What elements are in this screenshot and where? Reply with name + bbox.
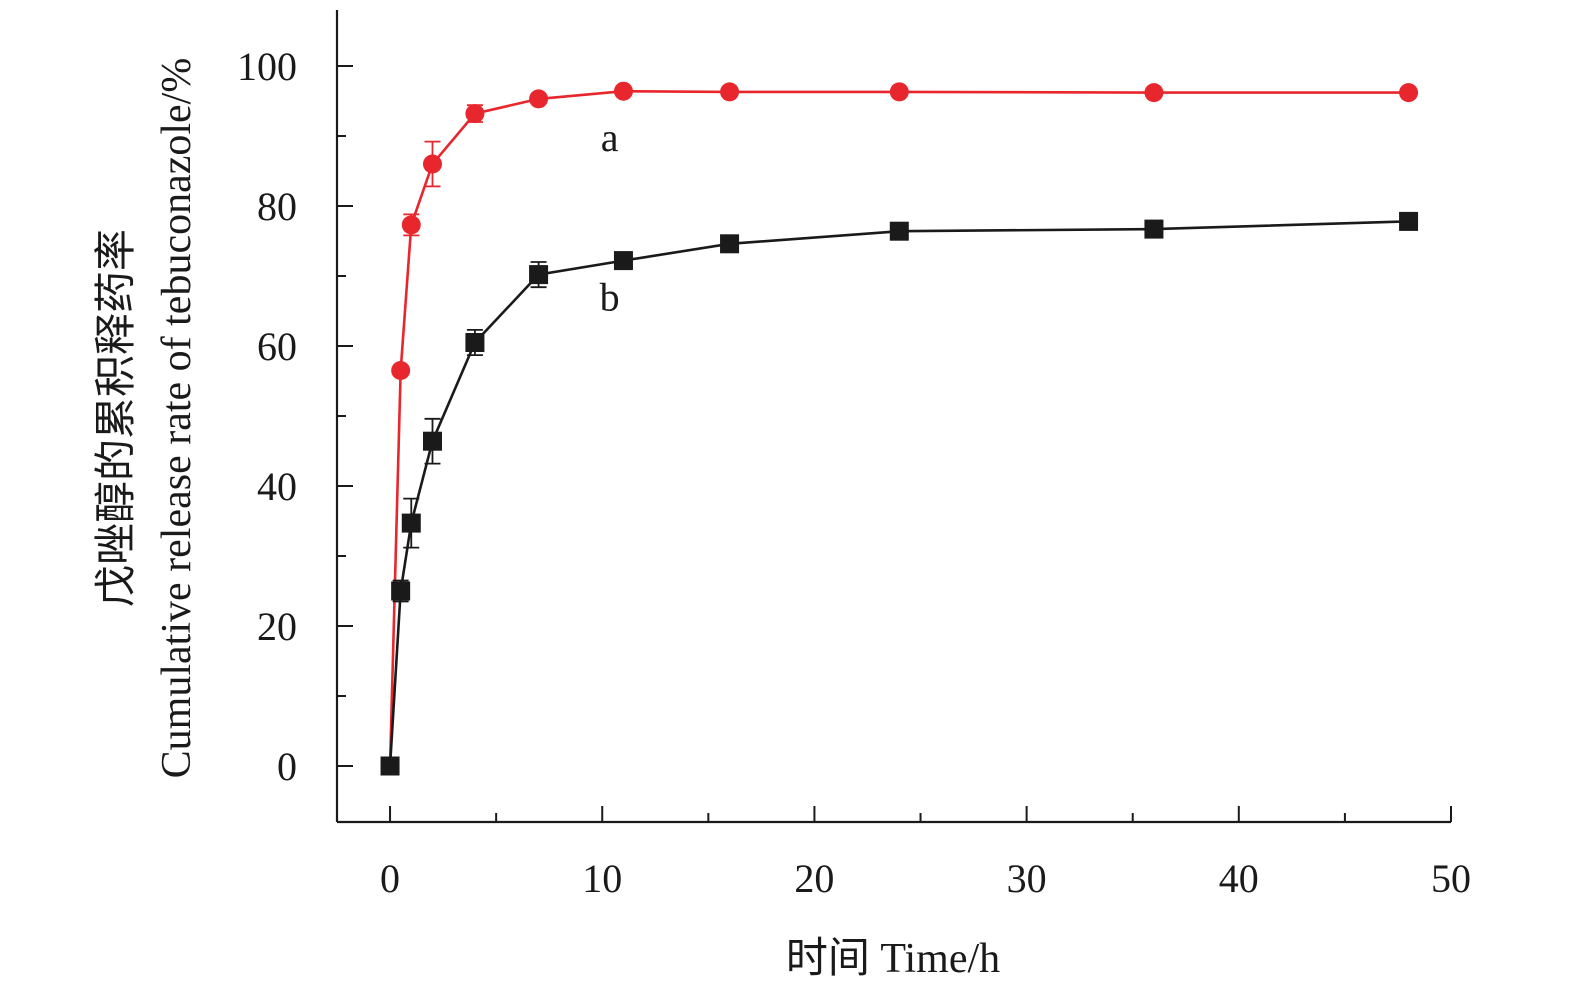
series-a: a: [380, 81, 1419, 776]
series-line: [388, 220, 1409, 767]
data-point: [391, 361, 411, 380]
x-axis: 0 10 20 30 40 50: [337, 806, 1471, 901]
data-point: [720, 234, 740, 254]
series-line: [388, 89, 1409, 767]
data-point: [1144, 219, 1164, 239]
data-point: [889, 82, 909, 102]
y-axis-title-line2: Cumulative release rate of tebuconazole/…: [154, 58, 200, 779]
data-point: [1399, 83, 1419, 103]
data-point: [401, 215, 421, 235]
series-b: b: [380, 211, 1419, 776]
data-point: [613, 251, 633, 271]
data-point: [401, 513, 421, 533]
data-point: [720, 82, 740, 102]
series-layer: ab: [380, 81, 1419, 776]
y-tick-label: 40: [257, 464, 297, 509]
data-point: [1399, 211, 1419, 231]
data-point: [529, 89, 549, 109]
data-point: [422, 154, 442, 174]
series-label: a: [601, 115, 619, 160]
x-axis-title: 时间 Time/h: [786, 936, 1000, 982]
data-point: [465, 104, 485, 124]
data-point: [465, 333, 485, 352]
series-label: b: [600, 275, 620, 320]
x-tick-label: 40: [1219, 856, 1259, 901]
y-tick-label: 20: [257, 604, 297, 649]
y-tick-label: 60: [257, 324, 297, 369]
x-tick-label: 20: [794, 856, 834, 901]
data-point: [613, 81, 633, 101]
x-tick-label: 0: [380, 856, 400, 901]
data-point: [1144, 83, 1164, 103]
x-tick-label: 50: [1431, 856, 1471, 901]
y-axis-title-line1: 戊唑醇的累积释药率: [93, 229, 140, 607]
x-tick-label: 10: [582, 856, 622, 901]
y-tick-label: 100: [237, 44, 297, 89]
data-point: [889, 221, 909, 241]
data-point: [391, 581, 411, 601]
data-point: [422, 431, 442, 451]
y-tick-label: 80: [257, 184, 297, 229]
data-point: [529, 265, 549, 285]
x-tick-label: 30: [1007, 856, 1047, 901]
y-tick-label: 0: [277, 744, 297, 789]
data-point: [380, 756, 400, 776]
y-axis: 0 20 40 60 80 100: [237, 10, 353, 822]
